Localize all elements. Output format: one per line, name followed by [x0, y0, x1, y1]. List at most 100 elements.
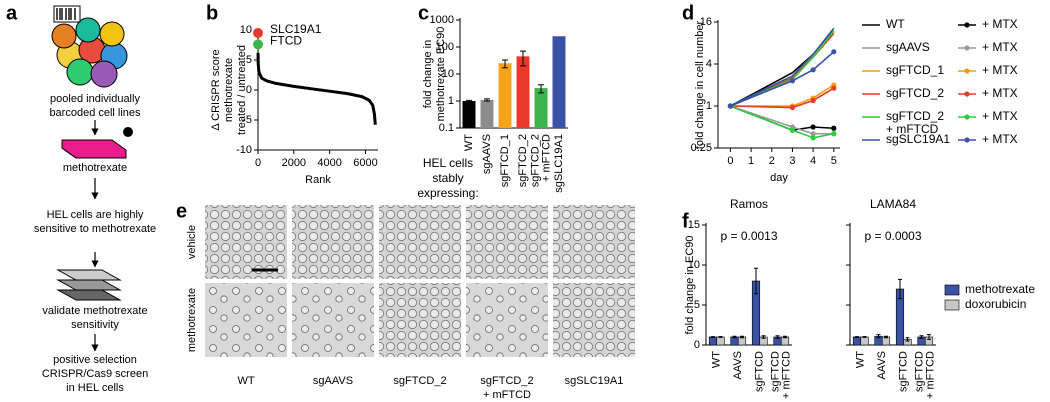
y-tick-label: 5 — [246, 54, 252, 66]
point — [789, 104, 796, 111]
x-tick-label: sgSLC19A1 — [553, 134, 565, 193]
legend-marker — [964, 91, 970, 97]
x-tick-label: 2000 — [282, 157, 306, 169]
workflow-step: sensitive to methotrexate — [34, 223, 156, 235]
legend-label: sgFTCD_1 — [886, 63, 944, 77]
micrograph — [466, 205, 548, 279]
row-label: vehicle — [186, 225, 198, 259]
point — [831, 49, 837, 55]
micrograph — [553, 283, 635, 357]
y-axis-label: methotrexate EC90 — [435, 27, 447, 122]
legend-label: sgFTCD_2 — [886, 86, 944, 100]
y-tick-label: 10 — [688, 259, 700, 271]
point — [789, 78, 796, 84]
highlight-point — [253, 39, 264, 50]
legend-label: sgAAVS — [886, 40, 930, 54]
workflow-step: sensitivity — [71, 319, 119, 331]
y-tick-label: 16 — [700, 16, 712, 28]
error-bar — [502, 59, 508, 69]
legend-marker — [964, 45, 970, 51]
y-tick-label: 0.1 — [439, 122, 454, 134]
bar — [480, 99, 494, 128]
x-tick-label: + mFTCD — [925, 351, 937, 399]
workflow-step: in HEL cells — [66, 382, 124, 394]
y-tick-label: 10 — [240, 24, 252, 36]
legend-label: WT — [886, 17, 905, 31]
legend-label: + MTX — [982, 63, 1018, 77]
point — [831, 85, 837, 91]
legend-label: + MTX — [982, 17, 1018, 31]
legend-marker — [964, 68, 970, 74]
micrograph — [553, 205, 635, 279]
bar — [852, 336, 862, 346]
error-bar — [862, 336, 867, 338]
x-tick-label: sgFTCD_2 — [529, 134, 541, 187]
micrograph — [292, 283, 374, 357]
series-line — [730, 105, 834, 139]
x-tick-label: 0 — [255, 157, 261, 169]
micrograph — [466, 283, 548, 357]
error-bar — [897, 278, 902, 300]
y-tick-label: 0.25 — [691, 142, 712, 154]
x-tick-label: WT — [855, 351, 867, 368]
error-bar — [927, 334, 932, 340]
bar — [716, 336, 725, 346]
x-tick-label: 2 — [769, 155, 775, 167]
x-axis-label: Rank — [305, 174, 331, 186]
x-tick-label: sgFTCD_2 — [517, 134, 529, 187]
y-axis-label: fold change in EC90 — [684, 235, 696, 334]
column-label: sgFTCD_2 — [480, 375, 533, 387]
y-tick-label: 5 — [694, 299, 700, 311]
workflow-step: pooled individually — [50, 93, 140, 105]
annotation: p = 0.0013 — [720, 229, 777, 243]
caption: HEL cells — [423, 156, 473, 170]
x-tick-label: 5 — [831, 155, 837, 167]
micrograph — [379, 283, 461, 357]
panel-label: a — [6, 2, 18, 24]
error-bar — [876, 334, 881, 339]
y-axis-label: treated / untreated — [236, 45, 248, 135]
bar — [708, 336, 718, 346]
highlight-label: FTCD — [270, 34, 302, 48]
legend-swatch — [944, 284, 960, 296]
workflow-icons — [51, 5, 133, 352]
point — [810, 124, 816, 130]
y-axis-label: fold change in cell number — [694, 20, 706, 149]
x-tick-label: sgFTCD — [898, 351, 910, 392]
bar — [462, 101, 476, 128]
chart-title: LAMA84 — [870, 197, 916, 211]
x-tick-label: sgFTCD — [754, 351, 766, 392]
point — [810, 97, 816, 104]
error-bar — [732, 335, 737, 339]
y-tick-label: 0 — [694, 339, 700, 351]
series-line — [730, 105, 834, 135]
y-axis-label: methotrexate — [223, 58, 235, 122]
y-tick-label: 4 — [706, 58, 712, 70]
y-tick-label: -5 — [242, 114, 252, 126]
legend-label: + MTX — [982, 40, 1018, 54]
micrograph — [379, 205, 461, 279]
y-tick-label: 10 — [442, 68, 454, 80]
y-axis-label: Δ CRISPR score — [210, 49, 222, 130]
x-tick-label: 0 — [727, 155, 733, 167]
legend-label: doxorubicin — [965, 297, 1026, 311]
workflow-step: barcoded cell lines — [49, 107, 141, 119]
error-bar — [884, 335, 889, 339]
caption: expressing: — [417, 186, 478, 200]
x-tick-label: 4 — [810, 155, 816, 167]
column-label: sgAAVS — [313, 375, 353, 387]
x-tick-label: sgAAVS — [481, 134, 493, 174]
micrograph — [292, 205, 374, 279]
legend-marker — [964, 114, 970, 120]
y-tick-label: 100 — [436, 41, 454, 53]
point — [810, 67, 816, 73]
x-tick-label: 4000 — [317, 157, 341, 169]
bar — [516, 56, 530, 128]
error-bar — [718, 336, 723, 338]
error-bar — [538, 84, 544, 94]
panel-label: b — [206, 2, 218, 24]
panel-label: c — [418, 2, 429, 24]
point — [831, 131, 837, 137]
error-bar — [854, 336, 859, 338]
